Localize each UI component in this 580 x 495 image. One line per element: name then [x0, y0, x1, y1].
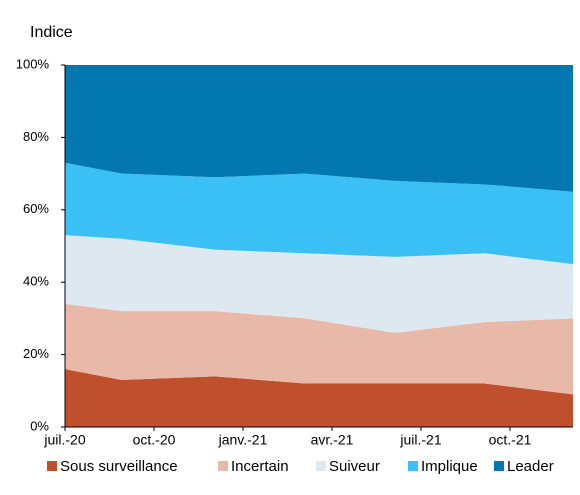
- y-tick-label: 0%: [30, 418, 49, 433]
- legend-label: Sous surveillance: [60, 458, 178, 475]
- legend-swatch: [47, 461, 57, 471]
- x-tick-label: juil.-20: [43, 432, 85, 448]
- x-tick-label: avr.-21: [311, 432, 354, 448]
- legend-label: Incertain: [231, 458, 289, 475]
- legend-swatch: [408, 461, 418, 471]
- area: [65, 303, 573, 395]
- legend-swatch: [494, 461, 504, 471]
- y-tick-label: 100%: [16, 56, 50, 71]
- legend-swatch: [218, 461, 228, 471]
- legend-swatch: [316, 461, 326, 471]
- x-tick-label: janv.-21: [218, 432, 268, 448]
- y-tick-label: 60%: [23, 201, 49, 216]
- y-axis-label: Indice: [30, 24, 73, 41]
- x-tick-label: oct.-20: [133, 432, 176, 448]
- x-tick-label: juil.-21: [399, 432, 441, 448]
- y-tick-label: 40%: [23, 274, 49, 289]
- area: [65, 65, 573, 192]
- y-tick-label: 20%: [23, 346, 49, 361]
- area: [65, 235, 573, 333]
- area: [65, 162, 573, 265]
- x-tick-label: oct.-21: [489, 432, 532, 448]
- legend-label: Suiveur: [329, 458, 380, 475]
- y-tick-label: 80%: [23, 129, 49, 144]
- legend-label: Implique: [421, 458, 478, 475]
- legend-label: Leader: [507, 458, 554, 475]
